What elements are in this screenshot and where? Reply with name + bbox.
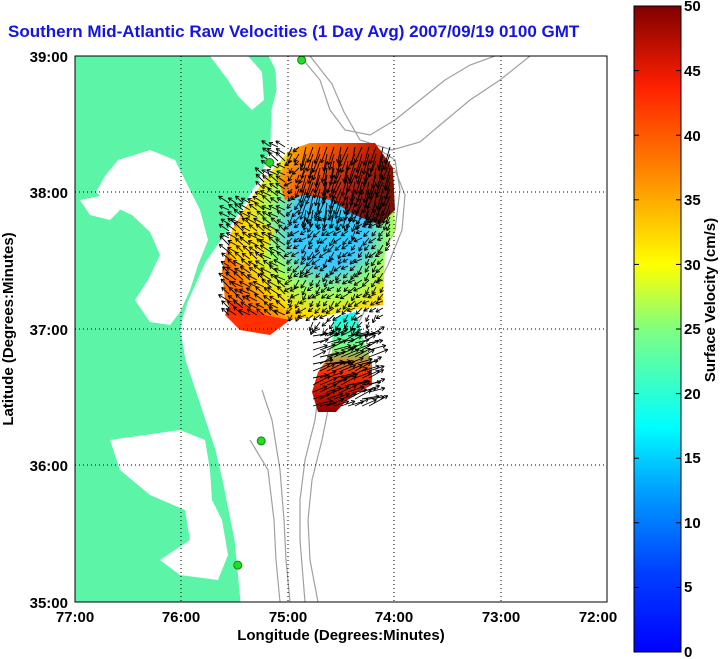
colorbar-tick-45: 45: [684, 63, 701, 80]
bathymetry-contours: [249, 56, 531, 602]
station-marker: [297, 56, 307, 65]
plot-frame: [74, 55, 608, 603]
colorbar-tick-5: 5: [684, 579, 692, 596]
colorbar-tick-15: 15: [684, 450, 701, 467]
lon-tick-76: 76:00: [162, 609, 200, 626]
colorbar-label: Surface Velocity (cm/s): [702, 218, 719, 382]
lon-tick-74: 74:00: [375, 609, 413, 626]
colorbar-tick-25: 25: [684, 321, 701, 338]
delaware-bay: [210, 56, 264, 110]
lat-tick-39: 39:00: [30, 49, 68, 66]
lon-tick-75: 75:00: [269, 609, 307, 626]
lat-tick-38: 38:00: [30, 185, 68, 202]
grid-lines: [75, 56, 607, 602]
colorbar-tick-0: 0: [684, 644, 692, 659]
station-marker: [265, 157, 275, 167]
colorbar-tick-30: 30: [684, 257, 701, 274]
y-axis-label: Latitude (Degrees:Minutes): [0, 232, 17, 425]
colorbar-tick-35: 35: [684, 192, 701, 209]
colorbar-tick-50: 50: [684, 0, 701, 15]
station-marker: [233, 560, 243, 570]
lat-tick-35: 35:00: [30, 595, 68, 612]
lon-tick-72: 72:00: [579, 609, 617, 626]
lat-tick-36: 36:00: [30, 458, 68, 475]
colorbar-tick-40: 40: [684, 128, 701, 145]
velocity-arrows: [218, 140, 391, 407]
albemarle-sound: [110, 430, 228, 580]
station-markers: [233, 56, 307, 570]
colorbar-ticks: [634, 5, 681, 653]
chesapeake-bay: [96, 150, 208, 325]
colorbar-tick-10: 10: [684, 515, 701, 532]
x-axis-label: Longitude (Degrees:Minutes): [237, 627, 445, 644]
colorbar-tick-20: 20: [684, 386, 701, 403]
colorbar: [633, 5, 682, 653]
lon-tick-73: 73:00: [482, 609, 520, 626]
bay-tributary: [80, 196, 120, 220]
lat-tick-37: 37:00: [30, 322, 68, 339]
plot-title: Southern Mid-Atlantic Raw Velocities (1 …: [8, 22, 580, 41]
lon-tick-77: 77:00: [56, 609, 94, 626]
station-marker: [256, 436, 266, 446]
